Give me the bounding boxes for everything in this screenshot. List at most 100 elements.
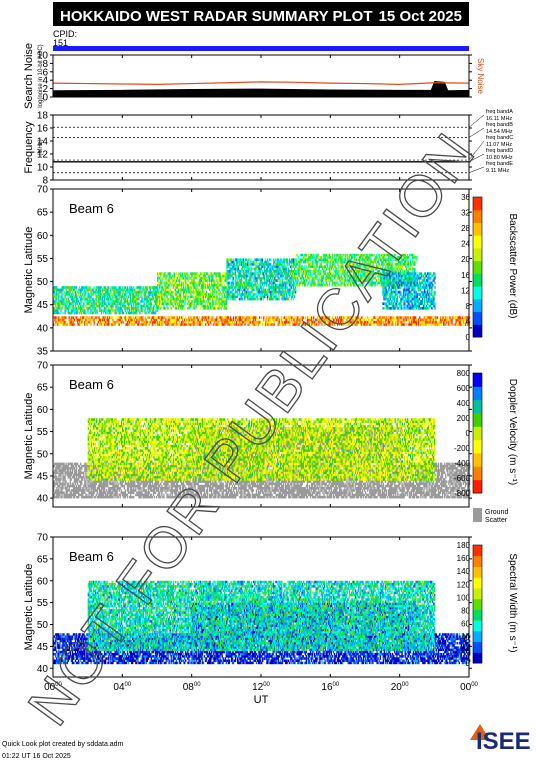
heatmap-cell [155,321,156,324]
heatmap-cell [286,319,287,322]
heatmap-cell [133,316,134,319]
heatmap-cell [416,319,417,322]
y-axis-sublabel: log(noise in 10-bit ADC) [38,44,44,107]
heatmap-cell [429,321,430,324]
heatmap-cell [230,316,231,319]
cpid-bar [53,46,469,51]
heatmap-cell [433,319,434,322]
heatmap-cell [269,316,270,319]
heatmap-cell [63,319,64,322]
heatmap-cell [244,323,245,326]
heatmap-cell [67,323,68,326]
heatmap-cell [177,321,178,324]
heatmap-cell [167,323,168,326]
heatmap-cell [82,321,83,324]
heatmap-cell [273,321,274,324]
y-tick-label: 16 [37,124,49,135]
heatmap-cell [398,321,399,324]
heatmap-cell [55,323,56,326]
heatmap-cell [100,321,101,324]
heatmap-cell [428,323,429,326]
heatmap-cell [56,316,57,319]
y-tick-label: 10 [37,163,49,174]
heatmap-cell [105,316,106,319]
freq-band-value: 9.11 MHz [486,168,509,174]
heatmap-cell [447,316,448,319]
heatmap-cell [186,323,187,326]
heatmap-cell [418,321,419,324]
heatmap-cell [451,321,452,324]
heatmap-cell [233,319,234,322]
heatmap-cell [86,323,87,326]
heatmap-cell [138,321,139,324]
heatmap-cell [408,316,409,319]
heatmap-cell [389,323,390,326]
freq-band-label: freq bandA [486,109,513,115]
heatmap-cell [275,316,276,319]
heatmap-cell [370,323,371,326]
heatmap-cell [412,323,413,326]
heatmap-cell [409,321,410,324]
heatmap-cell [137,316,138,319]
heatmap-cell [88,316,89,319]
heatmap-cell [194,319,195,322]
y-axis-label: Search Noise [23,43,35,109]
heatmap-cell [186,319,187,322]
heatmap-cell [182,316,183,319]
heatmap-cell [90,321,91,324]
heatmap-cell [97,323,98,326]
heatmap-cell [385,321,386,324]
freq-band-leader [469,128,484,137]
freq-band-label: freq bandB [486,122,513,128]
heatmap-cell [239,321,240,324]
heatmap-cell [400,316,401,319]
heatmap-cell [74,323,75,326]
heatmap-cell [104,323,105,326]
heatmap-cell [149,323,150,326]
freq-band-label: freq bandD [486,148,513,154]
heatmap-cell [200,323,201,326]
heatmap-cell [156,319,157,322]
heatmap-cell [122,319,123,322]
heatmap-cell [172,321,173,324]
heatmap-cell [286,316,287,319]
legend-sky-noise: Sky Noise [476,58,485,95]
heatmap-cell [206,323,207,326]
heatmap-cell [94,323,95,326]
heatmap-cell [112,316,113,319]
y-tick-label: 18 [37,111,49,122]
freq-band-label: freq bandE [486,161,513,167]
freq-band-leader [469,115,484,127]
heatmap-cell [388,319,389,322]
heatmap-cell [244,321,245,324]
heatmap-cell [221,321,222,324]
heatmap-cell [406,323,407,326]
heatmap-cell [141,321,142,324]
heatmap-cell [146,323,147,326]
heatmap-cell [117,321,118,324]
heatmap-cell [114,323,115,326]
heatmap-cell [423,319,424,322]
heatmap-cell [80,323,81,326]
heatmap-cell [145,316,146,319]
heatmap-cell [177,316,178,319]
heatmap-cell [377,319,378,322]
heatmap-cell [90,323,91,326]
heatmap-cell [266,319,267,322]
heatmap-cell [209,316,210,319]
heatmap-cell [261,316,262,319]
heatmap-cell [166,316,167,319]
heatmap-cell [121,323,122,326]
heatmap-cell [186,321,187,324]
heatmap-cell [445,323,446,326]
heatmap-cell [67,321,68,324]
heatmap-cell [386,323,387,326]
heatmap-cell [98,321,99,324]
heatmap-cell [419,316,420,319]
heatmap-cell [400,319,401,322]
heatmap-cell [260,321,261,324]
heatmap-cell [436,319,437,322]
heatmap-cell [65,316,66,319]
heatmap-cell [208,319,209,322]
heatmap-cell [279,321,280,324]
